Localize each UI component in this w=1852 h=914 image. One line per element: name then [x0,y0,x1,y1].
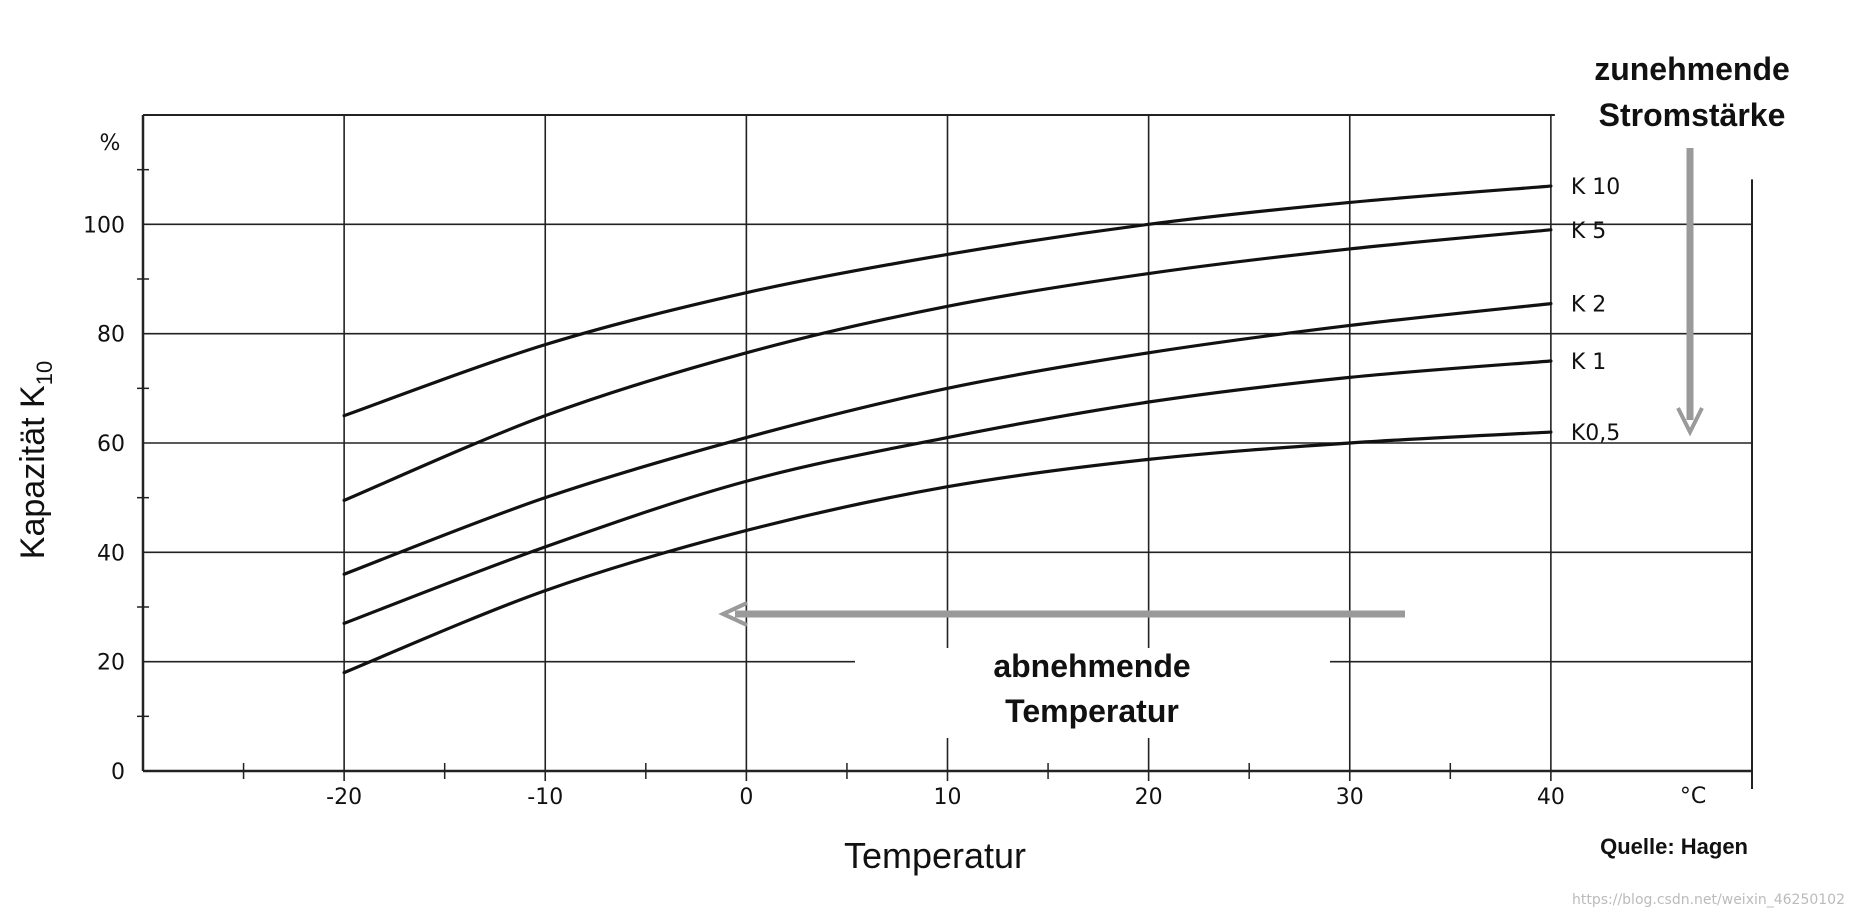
y-axis-label: Kapazität K10 [14,361,57,559]
x-tick-label: 40 [1537,785,1565,810]
x-tick-label: 20 [1135,785,1163,810]
x-tick-label: 30 [1336,785,1364,810]
series-line [342,228,1553,502]
series-label: K0,5 [1571,421,1620,446]
series-labels: K 10 K 5 K 2 K 1 K0,5 [1571,175,1620,446]
increasing-current-line2: Stromstärke [1599,97,1786,133]
y-tick-label: 20 [97,651,125,676]
series-lines [342,184,1553,675]
arrow-left-icon [718,601,1405,627]
series-label: K 1 [1571,350,1606,375]
x-tick-label: -20 [326,785,362,810]
series-label: K 2 [1571,293,1606,318]
series-line [342,430,1553,675]
y-axis-label-subscript: 10 [32,361,57,385]
series-label: K 5 [1571,219,1606,244]
annotation-backdrop [855,648,1330,738]
y-axis-label-main: Kapazität K [14,385,52,559]
grid [137,114,1753,789]
y-tick-label: 100 [83,213,125,238]
x-tick-label: -10 [527,785,563,810]
source-label: Quelle: Hagen [1600,834,1748,859]
x-axis-label: Temperatur [844,835,1026,876]
x-tick-label: 10 [934,785,962,810]
x-tick-label: 0 [739,785,753,810]
series-line [342,302,1553,576]
series-label: K 10 [1571,175,1620,200]
series-line [342,359,1553,625]
y-tick-label: 60 [97,432,125,457]
decreasing-temperature-line2: Temperatur [1005,693,1179,729]
x-unit-label: °C [1680,784,1706,809]
series-line [342,184,1553,418]
decreasing-temperature-line1: abnehmende [993,648,1190,684]
tick-labels: 0 20 40 60 80 100 -20 -10 0 10 20 30 40 [83,213,1565,810]
y-tick-label: 40 [97,541,125,566]
y-tick-label: 0 [111,760,125,785]
y-unit-label: % [100,131,121,156]
watermark: https://blog.csdn.net/weixin_46250102 [1572,892,1845,908]
y-tick-label: 80 [97,323,125,348]
increasing-current-line1: zunehmende [1594,51,1790,87]
arrow-down-icon [1676,148,1704,437]
